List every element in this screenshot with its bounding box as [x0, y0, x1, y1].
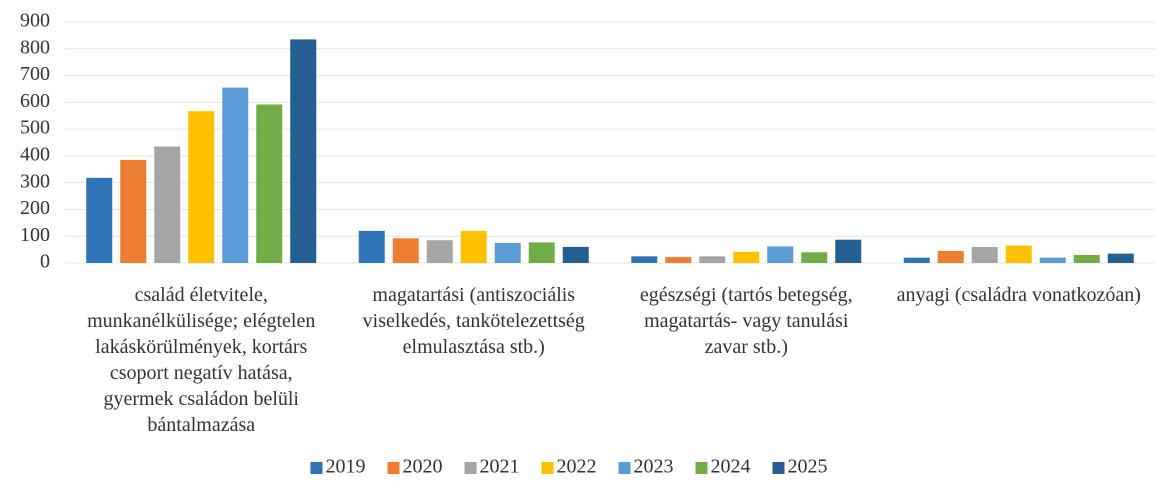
y-tick-label: 600 — [20, 90, 50, 112]
bar — [256, 104, 283, 263]
bar — [426, 240, 453, 263]
legend-label: 2020 — [403, 456, 443, 478]
y-tick-label: 700 — [20, 63, 50, 85]
bar — [562, 246, 589, 263]
bar — [120, 159, 147, 263]
y-tick-label: 0 — [40, 251, 50, 273]
y-tick-label: 800 — [20, 36, 50, 58]
bar — [1005, 245, 1032, 263]
bar — [188, 111, 215, 263]
bar — [699, 256, 726, 263]
y-tick-label: 300 — [20, 170, 50, 192]
bar — [222, 87, 249, 263]
bar — [665, 257, 692, 263]
y-tick-label: 900 — [20, 10, 50, 32]
legend-label: 2023 — [634, 456, 674, 478]
y-tick-label: 200 — [20, 197, 50, 219]
legend-swatch — [541, 462, 554, 474]
bar — [1107, 253, 1134, 263]
y-tick-label: 100 — [20, 224, 50, 246]
legend-label: 2022 — [557, 456, 597, 478]
x-tick-label: egészségi (tartós betegség, magatartás- … — [639, 284, 853, 358]
legend-label: 2019 — [326, 456, 366, 478]
legend-swatch — [310, 462, 323, 474]
legend-swatch — [387, 462, 400, 474]
legend-label: 2024 — [711, 456, 751, 478]
legend-label: 2021 — [480, 456, 520, 478]
bar — [290, 39, 317, 264]
legend-swatch — [464, 462, 477, 474]
legend-label: 2025 — [788, 456, 828, 478]
bar — [528, 242, 555, 263]
bar — [835, 239, 862, 263]
bar — [903, 257, 930, 263]
bar — [358, 230, 385, 263]
bar — [1073, 254, 1100, 263]
legend-swatch — [772, 462, 785, 474]
bar — [1039, 257, 1066, 263]
x-tick-label: anyagi (családra vonatkozóan) — [896, 284, 1141, 306]
legend-swatch — [695, 462, 708, 474]
bar — [937, 250, 964, 263]
y-tick-label: 400 — [20, 143, 50, 165]
bar — [801, 252, 828, 263]
bar — [154, 146, 181, 263]
x-tick-label: család életvitele, munkanélkülisége; elé… — [87, 284, 316, 436]
bar — [86, 177, 113, 263]
bar — [971, 246, 998, 263]
bar — [460, 230, 487, 263]
y-tick-label: 500 — [20, 117, 50, 139]
legend-swatch — [618, 462, 631, 474]
bar — [733, 251, 760, 263]
bar — [392, 238, 419, 263]
bar — [494, 242, 521, 263]
bar — [767, 246, 794, 263]
x-tick-label: magatartási (antiszociális viselkedés, t… — [362, 284, 585, 358]
bar — [631, 256, 658, 263]
